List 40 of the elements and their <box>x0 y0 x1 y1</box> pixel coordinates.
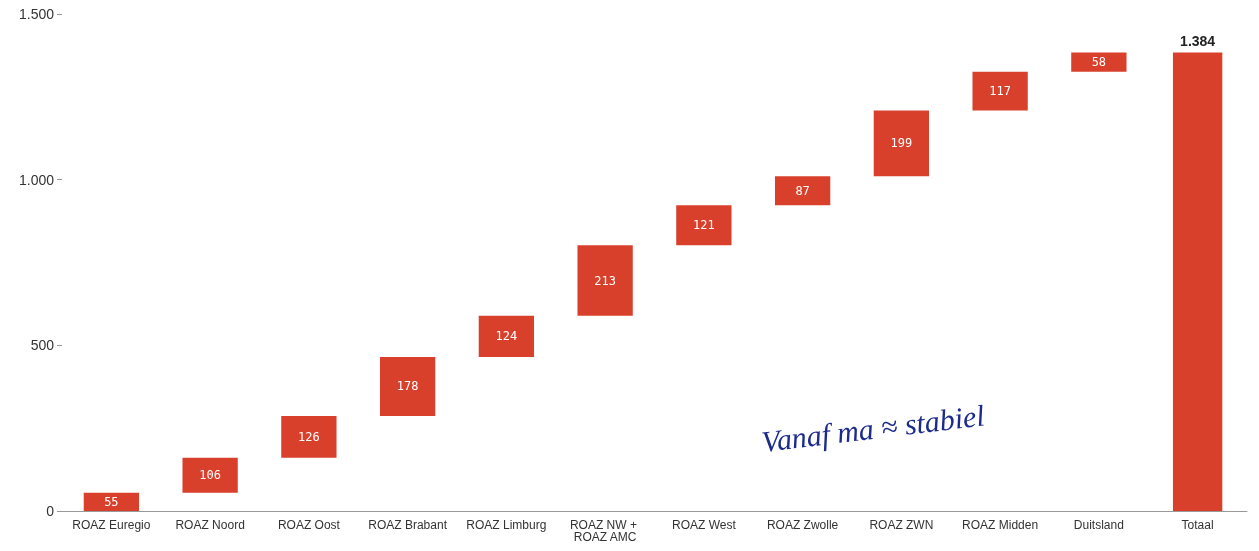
data-label: 1.384 <box>1180 33 1216 50</box>
x-tick-label: ROAZ Limburg <box>466 518 547 532</box>
data-label: 117 <box>989 84 1011 99</box>
x-tick-label: ROAZ Euregio <box>72 518 151 532</box>
x-tick-label: Totaal <box>1181 518 1214 532</box>
x-tick-label: ROAZ Midden <box>962 518 1039 532</box>
x-tick-label: ROAZ NW + ROAZ AMC <box>569 518 641 544</box>
bar <box>774 176 831 206</box>
x-tick-label: ROAZ ZWN <box>869 518 934 532</box>
bar <box>478 315 535 357</box>
data-label: 87 <box>795 183 810 198</box>
bar <box>972 71 1028 111</box>
y-tick-label: 1.500 <box>18 6 55 22</box>
bar <box>379 356 436 416</box>
bar <box>873 110 930 177</box>
annotation: Vanaf ma ≈ stabiel <box>759 398 987 459</box>
data-label: 58 <box>1091 55 1107 70</box>
data-label: 106 <box>199 468 221 483</box>
data-label: 55 <box>104 494 119 509</box>
y-tick-label: 1.000 <box>18 171 55 188</box>
x-tick-label: Duitsland <box>1073 518 1124 532</box>
x-tick-label: ROAZ Brabant <box>368 518 448 532</box>
bar <box>281 415 337 458</box>
x-tick-label: ROAZ Noord <box>175 518 245 532</box>
x-tick-label: ROAZ Oost <box>277 518 341 532</box>
data-label: 121 <box>693 218 715 233</box>
bar <box>83 492 140 511</box>
bar <box>676 205 732 246</box>
bar <box>182 457 238 493</box>
x-tick-label: ROAZ Zwolle <box>766 518 839 532</box>
data-label: 199 <box>890 136 913 151</box>
data-label: 126 <box>298 429 320 444</box>
data-label: 124 <box>495 329 518 344</box>
data-label: 213 <box>594 273 616 288</box>
y-tick-label: 0 <box>46 503 55 519</box>
y-tick-label: 500 <box>30 337 55 354</box>
bar <box>577 245 633 316</box>
bar <box>1071 52 1127 72</box>
data-label: 178 <box>396 379 419 394</box>
x-tick-label: ROAZ West <box>671 518 737 532</box>
